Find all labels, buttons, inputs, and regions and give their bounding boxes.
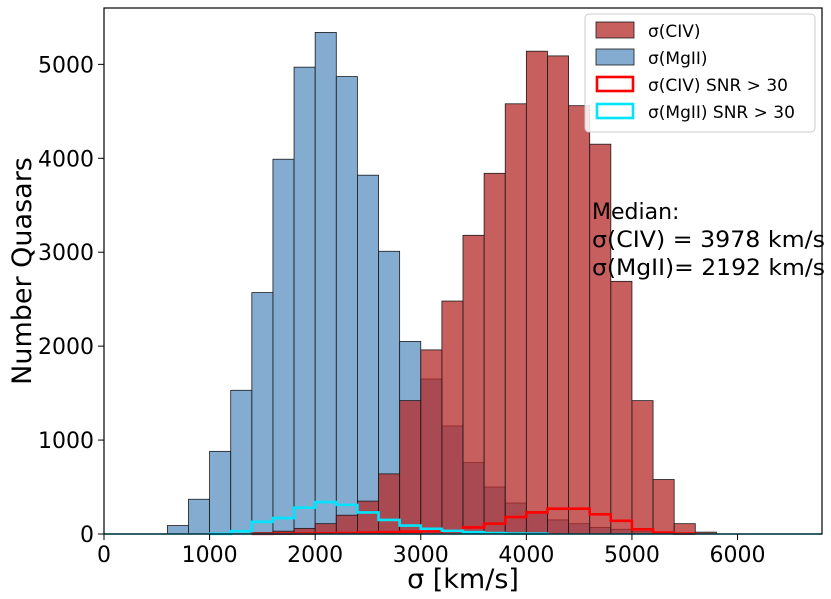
histogram-bar [188, 498, 210, 535]
histogram-bar [631, 400, 654, 535]
histogram-bar [568, 105, 591, 535]
x-tick-label: 6000 [710, 543, 766, 568]
legend-swatch [595, 48, 635, 66]
histogram-bar [547, 55, 569, 535]
series-1 [251, 50, 717, 535]
x-tick-label: 5000 [604, 543, 660, 568]
histogram-bar [335, 514, 358, 535]
x-tick-label: 2000 [287, 543, 343, 568]
histogram-bar [462, 234, 485, 535]
histogram-bar [504, 103, 527, 535]
step-line-series-2 [250, 507, 697, 536]
histogram-bar [420, 349, 443, 535]
legend-swatch [595, 75, 635, 93]
histogram-bar [251, 292, 274, 535]
x-tick-label: 0 [97, 543, 111, 568]
legend-swatch [595, 102, 635, 120]
y-axis-label: Number Quasars [7, 157, 38, 385]
legend-box [584, 13, 816, 133]
legend-label: σ(MgII) [648, 49, 708, 69]
plot-area [104, 32, 822, 536]
legend-entry: σ(CIV) [595, 21, 701, 42]
x-tick-label: 4000 [498, 543, 554, 568]
histogram-bar [166, 525, 189, 535]
histogram-bar [378, 473, 401, 535]
legend-entry: σ(MgII) [595, 48, 708, 69]
histogram-bar [209, 450, 232, 535]
histogram-bar [610, 280, 633, 535]
histogram-bar [525, 50, 548, 535]
y-tick-label: 1000 [38, 429, 94, 454]
histogram-bar [335, 76, 358, 535]
histogram-bar [357, 174, 379, 535]
legend-entry: σ(MgII) SNR > 30 [595, 102, 795, 123]
y-tick-label: 2000 [38, 335, 94, 360]
axis-ticks: 0 1000 2000 3000 4000 5000 6000 0 1000 2000 3000 40… [38, 53, 766, 568]
x-tick-label: 3000 [393, 543, 449, 568]
median-annotation: Median: σ(CIV) = 3978 km/s σ(MgII)= 2192… [592, 200, 825, 281]
legend-entry: σ(CIV) SNR > 30 [595, 75, 788, 96]
histogram-bar [293, 66, 316, 535]
legend-label: σ(CIV) [648, 22, 701, 42]
histogram-bar [483, 172, 506, 535]
histogram-bar [441, 300, 464, 535]
median-civ: σ(CIV) = 3978 km/s [592, 228, 825, 253]
y-tick-label: 4000 [38, 147, 94, 172]
histogram-bar [652, 479, 675, 535]
histogram-bar [314, 32, 337, 535]
step-line-series-3 [208, 500, 549, 536]
y-tick-label: 0 [80, 523, 94, 548]
y-tick-label: 3000 [38, 241, 94, 266]
x-tick-label: 1000 [182, 543, 238, 568]
axes-frame [103, 7, 823, 535]
median-mgii: σ(MgII)= 2192 km/s [592, 256, 825, 281]
legend-label: σ(CIV) SNR > 30 [648, 76, 788, 96]
legend-label: σ(MgII) SNR > 30 [648, 103, 795, 123]
median-title: Median: [592, 200, 679, 225]
histogram-bar [399, 400, 422, 535]
y-tick-label: 5000 [38, 53, 94, 78]
x-axis-label: σ [km/s] [407, 564, 519, 595]
histogram-bar [272, 158, 295, 535]
legend-swatch [595, 21, 635, 39]
histogram-bar [357, 500, 379, 535]
legend: σ(CIV) σ(MgII) σ(CIV) SNR > 30 σ(MgII) SNR … [584, 13, 816, 133]
histogram-bar [230, 389, 253, 535]
